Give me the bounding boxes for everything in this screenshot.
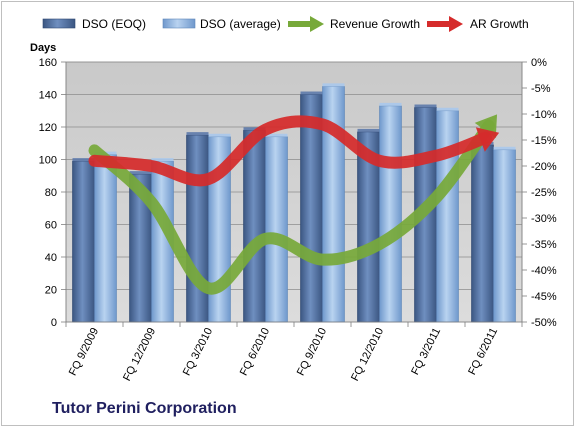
bar-dso-average-top <box>493 146 516 150</box>
y2-tick-label: -10% <box>531 109 557 121</box>
bar-dso-eoq <box>243 129 266 323</box>
bar-dso-eoq <box>72 160 95 323</box>
x-tick-label: FQ 9/2009 <box>67 326 101 378</box>
ar-growth-line-arrowhead <box>475 127 500 152</box>
bar-dso-average <box>265 136 288 323</box>
bar-dso-eoq-top <box>72 158 95 162</box>
legend-arrow-revenue-growth <box>310 16 324 32</box>
legend-swatch-dso-eoq <box>42 18 76 29</box>
legend-label-revenue-growth: Revenue Growth <box>330 17 420 31</box>
bar-dso-eoq <box>471 144 494 323</box>
legend-item-dso-average: DSO (average) <box>162 17 281 31</box>
y-tick-label: 0 <box>51 317 57 329</box>
x-tick-label: FQ 3/2010 <box>181 326 215 378</box>
bar-dso-average-top <box>436 107 459 111</box>
y2-tick-label: 0% <box>531 57 547 69</box>
bar-dso-eoq-top <box>129 171 152 175</box>
bar-dso-average-top <box>265 133 288 137</box>
bar-dso-average <box>436 110 459 323</box>
y-axis-unit-label: Days <box>30 42 56 54</box>
y-tick-label: 40 <box>45 252 57 264</box>
bar-dso-average <box>94 154 117 323</box>
bar-dso-eoq-top <box>300 91 323 95</box>
y-tick-label: 80 <box>45 187 57 199</box>
y2-tick-label: -50% <box>531 317 557 329</box>
legend-label-dso-average: DSO (average) <box>200 17 281 31</box>
y-tick-label: 140 <box>39 90 57 102</box>
bar-dso-average-top <box>379 102 402 106</box>
y-tick-label: 100 <box>39 155 57 167</box>
bar-dso-eoq <box>186 134 209 323</box>
y2-tick-label: -45% <box>531 291 557 303</box>
company-name: Tutor Perini Corporation <box>52 400 237 417</box>
bar-dso-average-top <box>151 158 174 162</box>
x-tick-label: FQ 12/2009 <box>121 326 158 383</box>
y2-tick-label: -30% <box>531 213 557 225</box>
legend-arrow-ar-growth <box>449 16 463 32</box>
bar-dso-average <box>379 105 402 323</box>
y-tick-label: 120 <box>39 122 57 134</box>
legend-label-ar-growth: AR Growth <box>470 17 529 31</box>
ar-growth-line <box>88 115 492 187</box>
legend-label-dso-eoq: DSO (EOQ) <box>82 17 146 31</box>
y2-tick-label: -35% <box>531 239 557 251</box>
x-tick-label: FQ 9/2010 <box>295 326 329 378</box>
bar-dso-eoq-top <box>243 127 266 131</box>
x-tick-label: FQ 6/2010 <box>238 326 272 378</box>
y-tick-label: 60 <box>45 220 57 232</box>
y-tick-label: 20 <box>45 285 57 297</box>
y2-tick-label: -25% <box>531 187 557 199</box>
x-tick-label: FQ 6/2011 <box>466 326 500 377</box>
legend: DSO (EOQ) DSO (average) Revenue Growth A… <box>42 16 529 32</box>
legend-item-ar-growth: AR Growth <box>427 16 529 32</box>
x-tick-label: FQ 12/2010 <box>349 326 386 383</box>
growth-lines <box>88 114 500 295</box>
y2-tick-label: -15% <box>531 135 557 147</box>
bar-dso-average-top <box>208 133 231 137</box>
bar-dso-eoq-top <box>414 104 437 108</box>
y-tick-label: 160 <box>39 57 57 69</box>
revenue-growth-line <box>88 119 495 295</box>
legend-item-dso-eoq: DSO (EOQ) <box>42 17 146 31</box>
bar-dso-average <box>493 149 516 323</box>
y2-tick-label: -20% <box>531 161 557 173</box>
legend-item-revenue-growth: Revenue Growth <box>288 16 420 32</box>
x-tick-label: FQ 3/2011 <box>409 326 443 377</box>
y2-tick-label: -40% <box>531 265 557 277</box>
y2-tick-label: -5% <box>531 83 551 95</box>
bar-dso-eoq-top <box>357 128 380 132</box>
bar-dso-eoq-top <box>186 132 209 136</box>
legend-swatch-dso-average <box>162 18 196 29</box>
bar-dso-average-top <box>322 83 345 87</box>
